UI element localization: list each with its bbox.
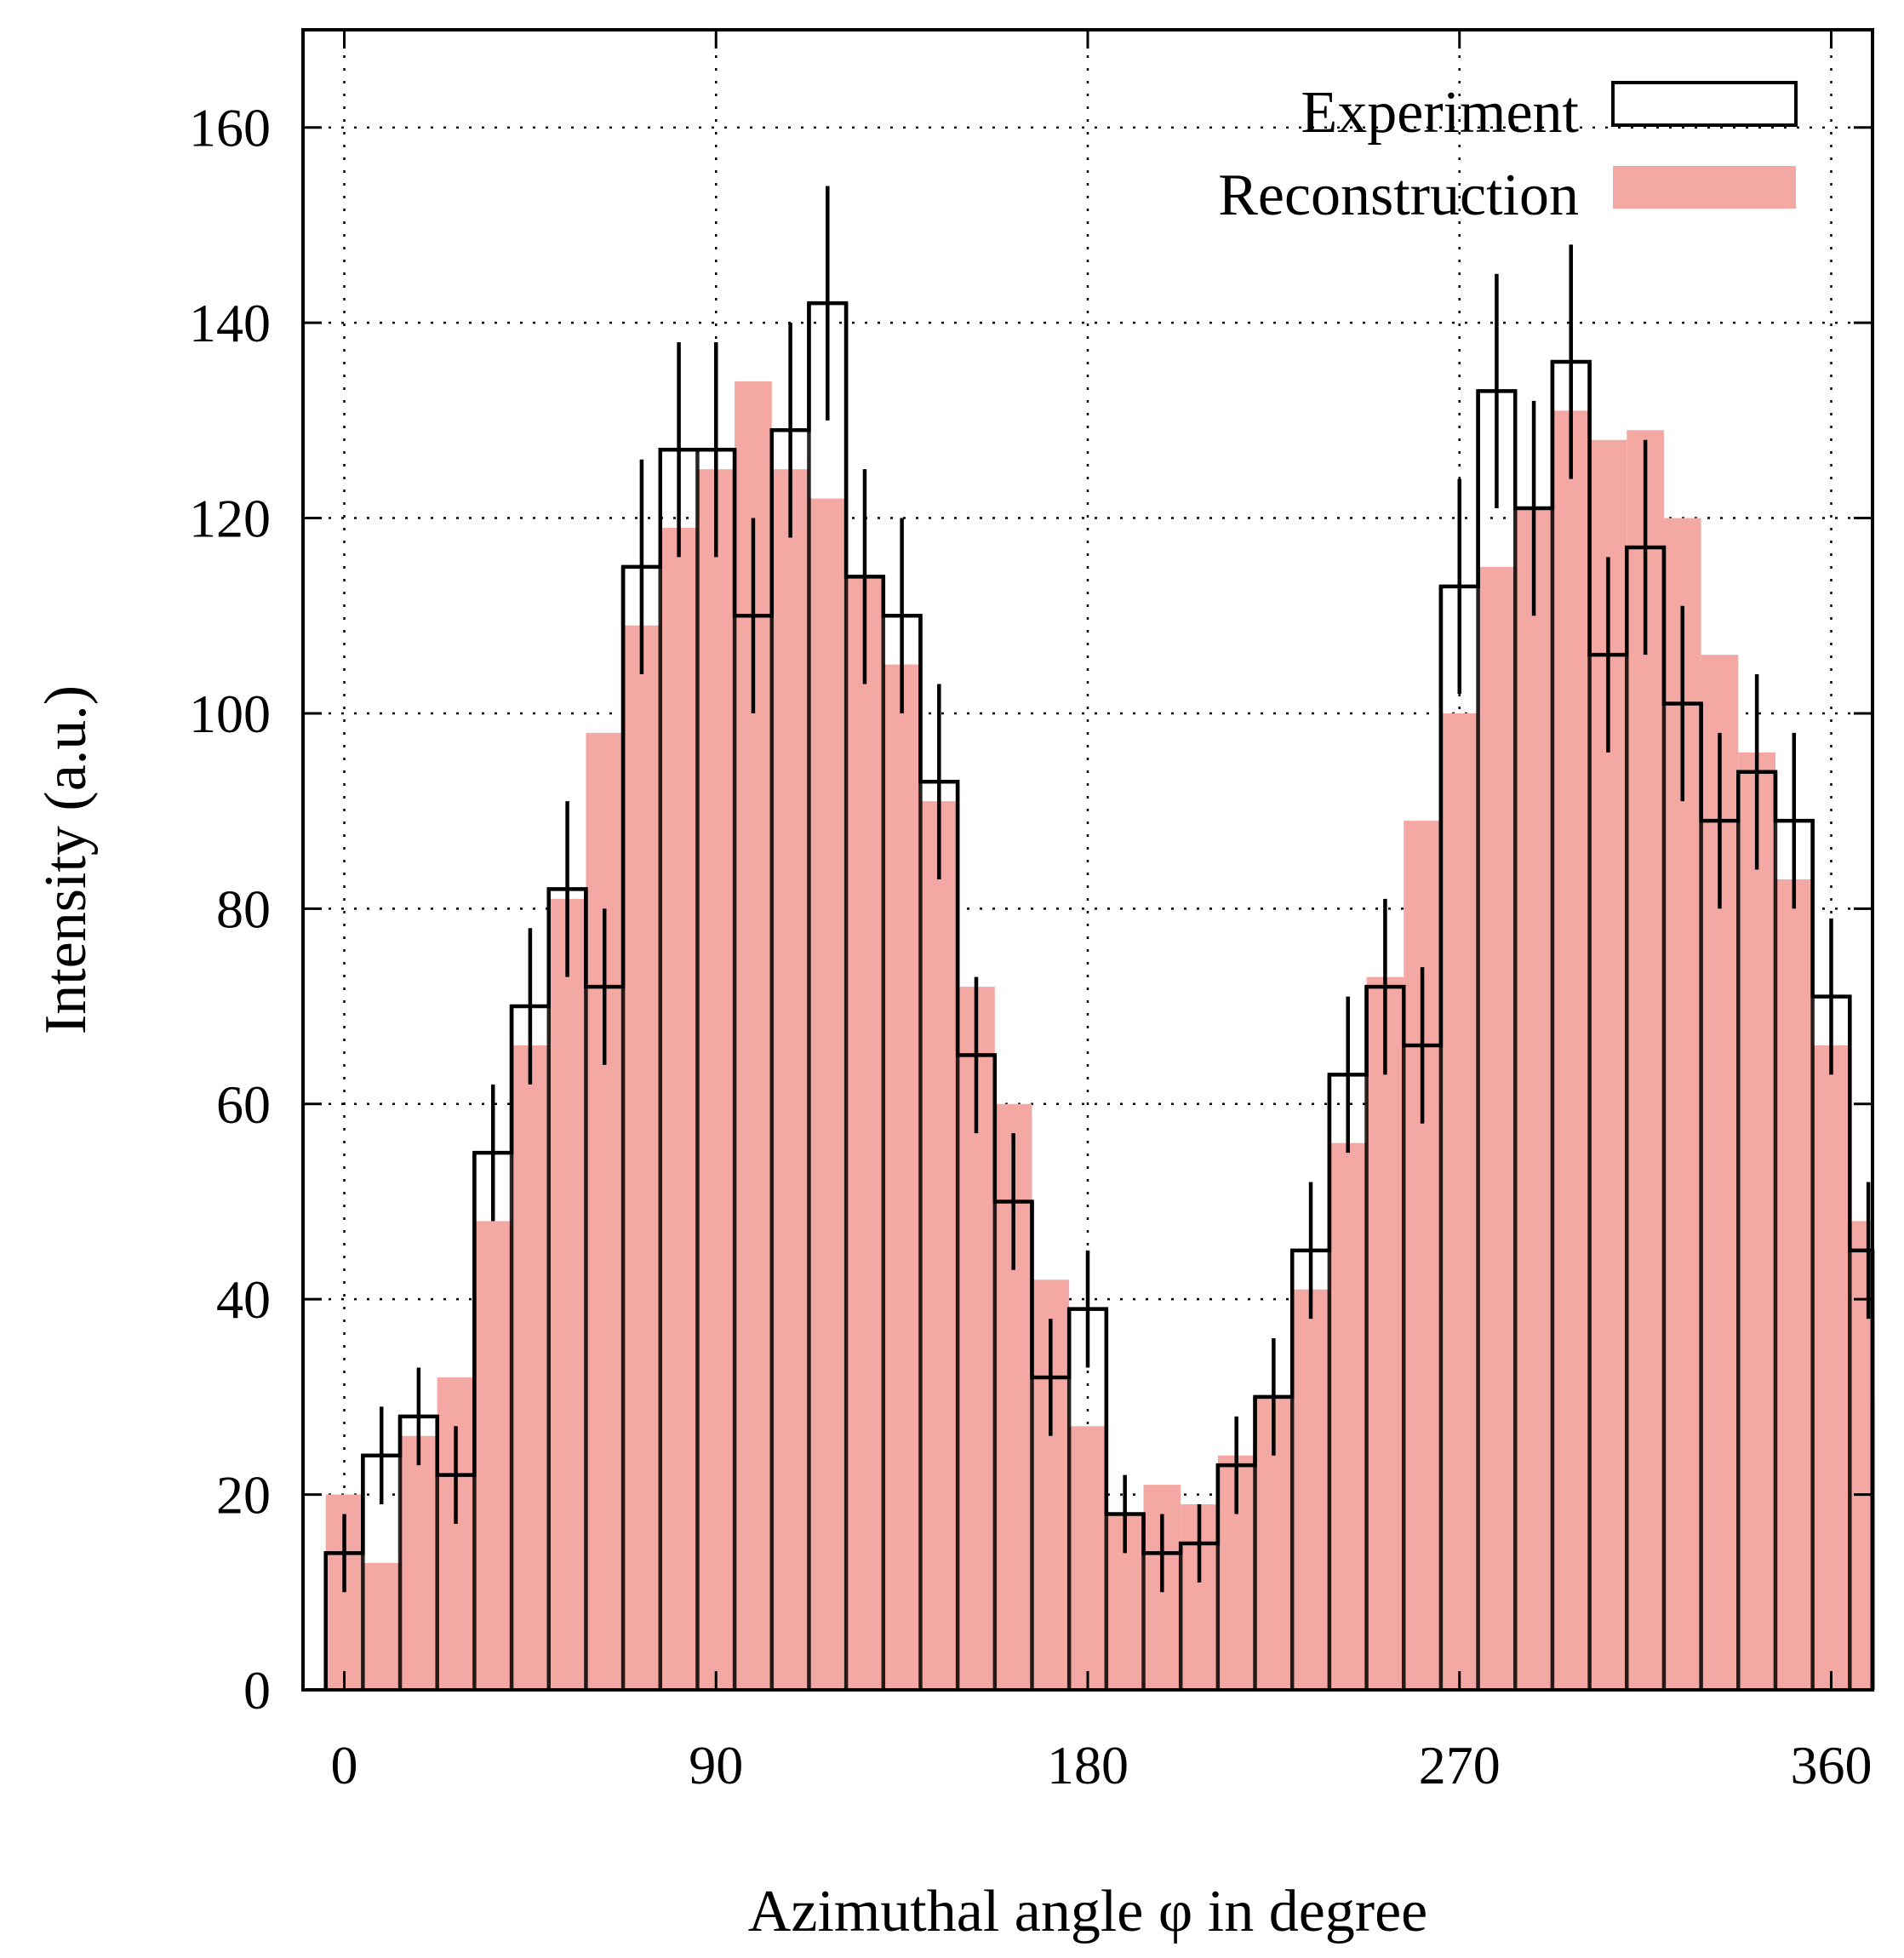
reconstruction-bar xyxy=(697,469,735,1690)
y-tick-label: 20 xyxy=(216,1465,271,1526)
reconstruction-bar xyxy=(623,625,660,1691)
legend: Experiment Reconstruction xyxy=(1218,80,1798,228)
reconstruction-bars xyxy=(325,381,1873,1691)
reconstruction-bar xyxy=(1812,1045,1850,1690)
reconstruction-bar xyxy=(883,664,921,1690)
y-tick-label: 140 xyxy=(189,293,271,353)
y-tick-label: 120 xyxy=(189,489,271,549)
x-tick-label: 270 xyxy=(1419,1735,1501,1795)
reconstruction-bar xyxy=(1404,821,1441,1690)
legend-swatch-reconstruction xyxy=(1613,166,1796,209)
reconstruction-bar xyxy=(474,1221,512,1690)
x-tick-label: 0 xyxy=(331,1735,358,1795)
legend-swatch-experiment xyxy=(1611,81,1798,127)
reconstruction-bar xyxy=(548,898,586,1690)
reconstruction-bar xyxy=(809,498,847,1690)
reconstruction-bar xyxy=(920,801,958,1690)
reconstruction-bar xyxy=(1738,752,1775,1691)
x-tick-label: 360 xyxy=(1790,1735,1872,1795)
reconstruction-bar xyxy=(1478,566,1516,1690)
y-tick-label: 80 xyxy=(216,879,271,939)
reconstruction-bar xyxy=(1515,508,1552,1690)
reconstruction-bar xyxy=(1440,713,1478,1690)
reconstruction-bar xyxy=(400,1435,437,1690)
ticks xyxy=(303,30,1873,1692)
x-tick-label: 90 xyxy=(689,1735,743,1795)
y-tick-labels: 0 20 40 60 80 100 120 140 160 xyxy=(189,98,271,1720)
x-tick-label: 180 xyxy=(1047,1735,1129,1795)
experiment-error-bars xyxy=(342,186,1871,1593)
legend-label-experiment: Experiment xyxy=(1301,80,1579,146)
reconstruction-bar xyxy=(1069,1426,1106,1690)
reconstruction-bar xyxy=(512,1045,549,1690)
x-tick-labels: 0 90 180 270 360 xyxy=(331,1735,1873,1795)
y-axis-label: Intensity (a.u.) xyxy=(33,685,99,1034)
reconstruction-bar xyxy=(437,1377,475,1690)
reconstruction-bar xyxy=(586,732,624,1690)
y-tick-label: 0 xyxy=(243,1660,271,1720)
y-tick-label: 40 xyxy=(216,1269,271,1330)
reconstruction-bar xyxy=(1329,1142,1367,1690)
legend-label-reconstruction: Reconstruction xyxy=(1218,163,1579,228)
y-tick-label: 100 xyxy=(189,684,271,744)
reconstruction-bar xyxy=(660,528,698,1690)
reconstruction-bar xyxy=(1292,1289,1329,1690)
reconstruction-bar xyxy=(771,469,809,1690)
reconstruction-bar xyxy=(363,1562,401,1690)
reconstruction-bar xyxy=(846,576,883,1690)
reconstruction-bar xyxy=(1775,879,1813,1690)
x-axis-label: Azimuthal angle φ in degree xyxy=(748,1879,1427,1944)
y-tick-label: 160 xyxy=(189,98,271,158)
reconstruction-bar xyxy=(1552,410,1590,1691)
reconstruction-bar xyxy=(1366,976,1404,1690)
y-tick-label: 60 xyxy=(216,1074,271,1135)
